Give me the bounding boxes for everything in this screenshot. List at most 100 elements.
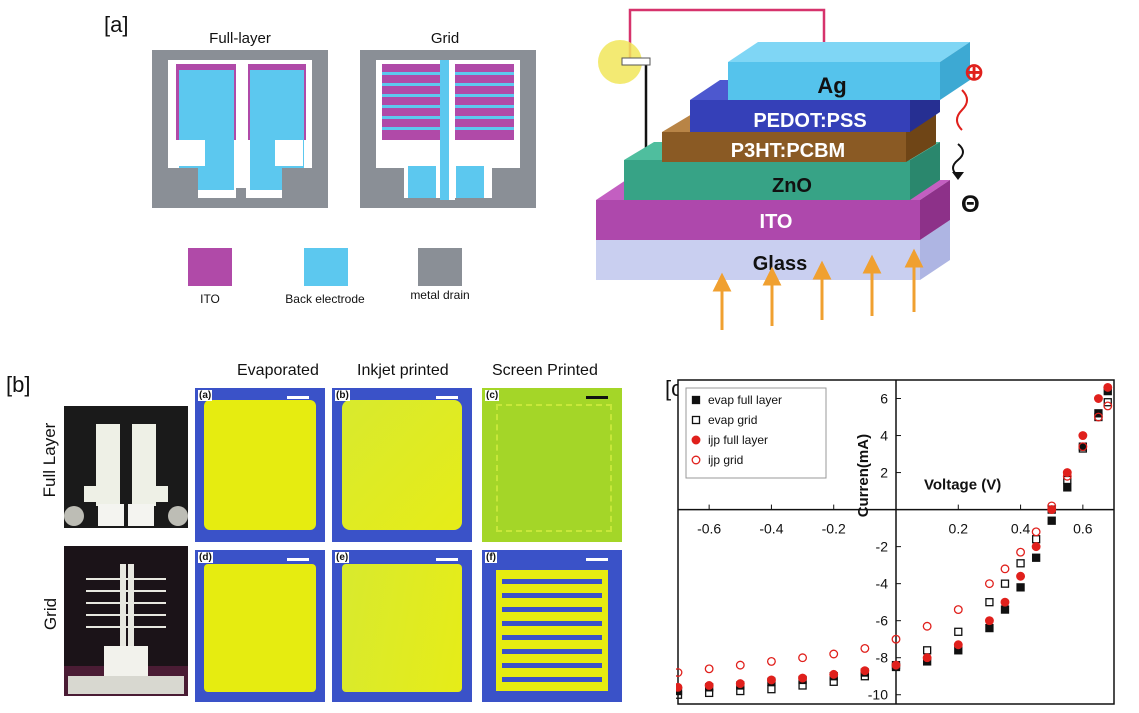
y-tick-label: 4 (880, 428, 888, 444)
data-point (1031, 553, 1041, 562)
panel-a-label: [a] (104, 12, 129, 37)
data-point (766, 656, 776, 666)
data-point (766, 675, 776, 685)
scale-bar-a (287, 396, 309, 399)
data-point (953, 640, 963, 650)
legend-swatch-back-electrode (304, 248, 348, 286)
data-point (891, 660, 901, 670)
series-2 (676, 382, 1113, 692)
data-point (704, 664, 714, 674)
micrograph-evaporated-grid: (d) (195, 550, 325, 702)
data-point (1016, 559, 1025, 568)
micrograph-label-f: (f) (485, 552, 497, 563)
scale-bar-f (586, 558, 608, 561)
data-point (1047, 501, 1057, 511)
data-point (676, 668, 683, 677)
scale-bar-c (586, 396, 608, 399)
y-tick-label: -6 (876, 613, 889, 629)
layer-label-ag: Ag (817, 73, 846, 98)
grid-schematic (360, 50, 536, 208)
data-point (1016, 571, 1026, 581)
x-tick-label: -0.4 (759, 521, 783, 537)
y-axis-title: Curren(mA) (855, 434, 872, 517)
x-tick-label: 0.6 (1073, 521, 1093, 537)
grid-device-photo (64, 546, 188, 696)
load-resistor-icon (598, 40, 642, 84)
legend-label: ijp grid (708, 453, 743, 467)
chart-legend: evap full layer evap grid ijp full layer ij… (685, 387, 827, 479)
series-3 (676, 401, 1113, 677)
layer-label-ito: ITO (760, 211, 793, 233)
full-layer-title: Full-layer (209, 30, 271, 47)
light-arrows-icon (712, 248, 924, 330)
minus-charge-icon: Θ (961, 191, 980, 218)
data-point (767, 685, 776, 694)
micrograph-screen-grid: (f) (482, 550, 622, 702)
data-point (1000, 597, 1010, 607)
data-point (1000, 564, 1010, 574)
legend-swatch-ito (188, 248, 232, 286)
data-point (1103, 382, 1113, 392)
micrograph-screen-full: (c) (482, 388, 622, 542)
data-point (953, 605, 963, 615)
data-point (1063, 483, 1072, 492)
y-tick-label: -4 (876, 576, 889, 592)
data-point (735, 679, 745, 689)
x-axis-title: Voltage (V) (924, 477, 1001, 494)
legend-swatch-metal-drain (418, 248, 462, 286)
legend-marker (691, 395, 701, 405)
data-point (1047, 516, 1056, 525)
data-point (984, 616, 994, 626)
data-point (1031, 527, 1041, 537)
layer-label-zno: ZnO (772, 175, 812, 197)
scale-bar-d (287, 558, 309, 561)
micrograph-evaporated-full: (a) (195, 388, 325, 542)
legend-label-metal-drain: metal drain (410, 288, 470, 302)
data-point (1078, 431, 1088, 440)
micrograph-label-b: (b) (335, 390, 350, 401)
data-point (985, 598, 994, 607)
data-point (829, 669, 839, 679)
micrograph-label-a: (a) (198, 390, 213, 401)
data-point (798, 653, 808, 663)
data-point (735, 660, 745, 670)
y-tick-label: 2 (880, 465, 888, 481)
data-point (1093, 412, 1103, 422)
data-point (860, 644, 870, 653)
legend-label: evap full layer (708, 393, 782, 407)
y-tick-label: -10 (868, 687, 888, 703)
x-tick-label: 0.2 (949, 521, 969, 537)
column-header-inkjet: Inkjet printed (357, 362, 449, 379)
micrograph-inkjet-full: (b) (332, 388, 472, 542)
x-tick-label: -0.6 (697, 521, 721, 537)
full-layer-schematic (152, 50, 328, 208)
data-point (954, 627, 963, 636)
legend-box (685, 387, 827, 479)
data-point (922, 653, 932, 663)
legend-label: evap grid (708, 413, 757, 427)
data-point (1000, 579, 1010, 588)
data-point (1031, 542, 1041, 552)
row-label-full-layer: Full Layer (40, 422, 59, 498)
y-tick-label: -8 (876, 650, 889, 666)
legend-marker (691, 455, 701, 465)
data-point (1078, 442, 1088, 452)
device-stack-diagram: Ag PEDOT:PSS P3HT:PCBM ZnO ITO Glass ⊕ Θ (596, 8, 984, 330)
micrograph-inkjet-grid: (e) (332, 550, 472, 702)
data-point (829, 649, 839, 659)
legend-label: ijp full layer (708, 433, 768, 447)
data-point (1000, 605, 1010, 614)
data-point (985, 623, 994, 633)
micrograph-label-c: (c) (485, 390, 500, 401)
x-tick-label: 0.4 (1011, 521, 1031, 537)
micrograph-label-e: (e) (335, 552, 350, 563)
x-tick-label: -0.2 (822, 521, 846, 537)
scale-bar-b (436, 396, 458, 399)
grid-title: Grid (430, 30, 460, 47)
data-point (1103, 398, 1112, 407)
data-point (922, 621, 932, 631)
legend-marker (691, 435, 701, 445)
panel-b-label: [b] (6, 372, 31, 397)
data-point (891, 634, 901, 644)
scale-bar-e (436, 558, 458, 561)
